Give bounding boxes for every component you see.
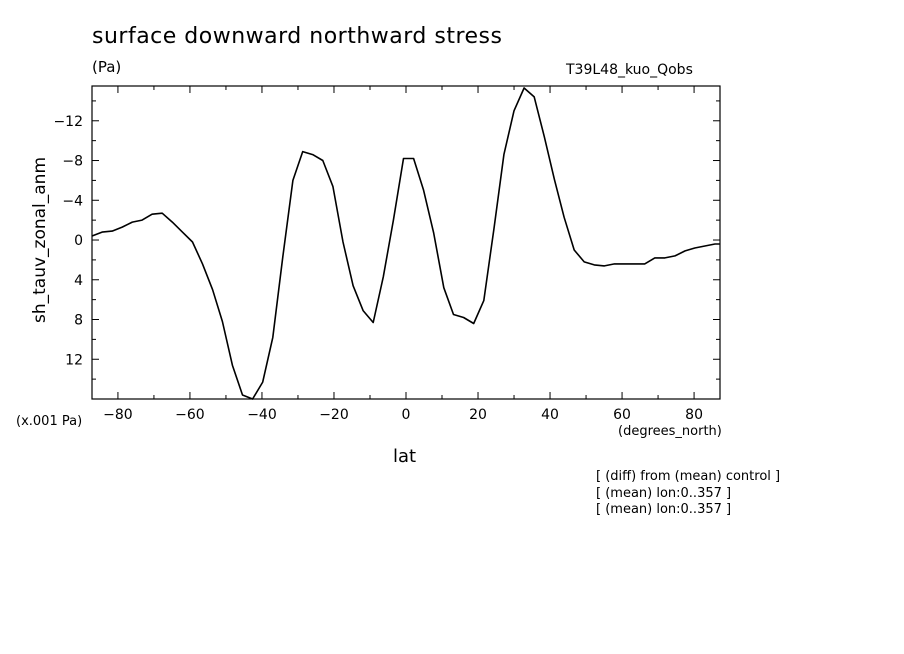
chart-units: (Pa): [92, 58, 122, 76]
run-label: T39L48_kuo_Qobs: [566, 62, 693, 78]
x-tick-label: −80: [103, 407, 133, 423]
y-tick-label: 8: [74, 313, 83, 329]
note-line: [ (diff) from (mean) control ]: [596, 469, 781, 484]
x-tick-label: 40: [541, 407, 559, 423]
note-line: [ (mean) lon:0..357 ]: [596, 486, 732, 501]
y-tick-label: −12: [53, 114, 83, 130]
y-tick-label: −8: [62, 154, 83, 170]
y-tick-label: 0: [74, 233, 83, 249]
x-tick-label: 0: [402, 407, 411, 423]
x-tick-label: 80: [685, 407, 703, 423]
note-line: [ (mean) lon:0..357 ]: [596, 502, 732, 517]
y-tick-label: 4: [74, 273, 83, 289]
chart-title: surface downward northward stress: [92, 24, 503, 49]
x-tick-label: 20: [469, 407, 487, 423]
y-tick-label: 12: [65, 352, 83, 368]
x-tick-label: −20: [319, 407, 349, 423]
x-axis-units: (degrees_north): [618, 424, 722, 439]
x-tick-label: −60: [175, 407, 205, 423]
scale-label: (x.001 Pa): [16, 414, 83, 429]
y-tick-label: −4: [62, 193, 83, 209]
x-tick-label: −40: [247, 407, 277, 423]
plot-frame: [91, 85, 721, 400]
x-axis-label: lat: [393, 446, 417, 467]
x-tick-label: 60: [613, 407, 631, 423]
series-line: [91, 87, 720, 400]
